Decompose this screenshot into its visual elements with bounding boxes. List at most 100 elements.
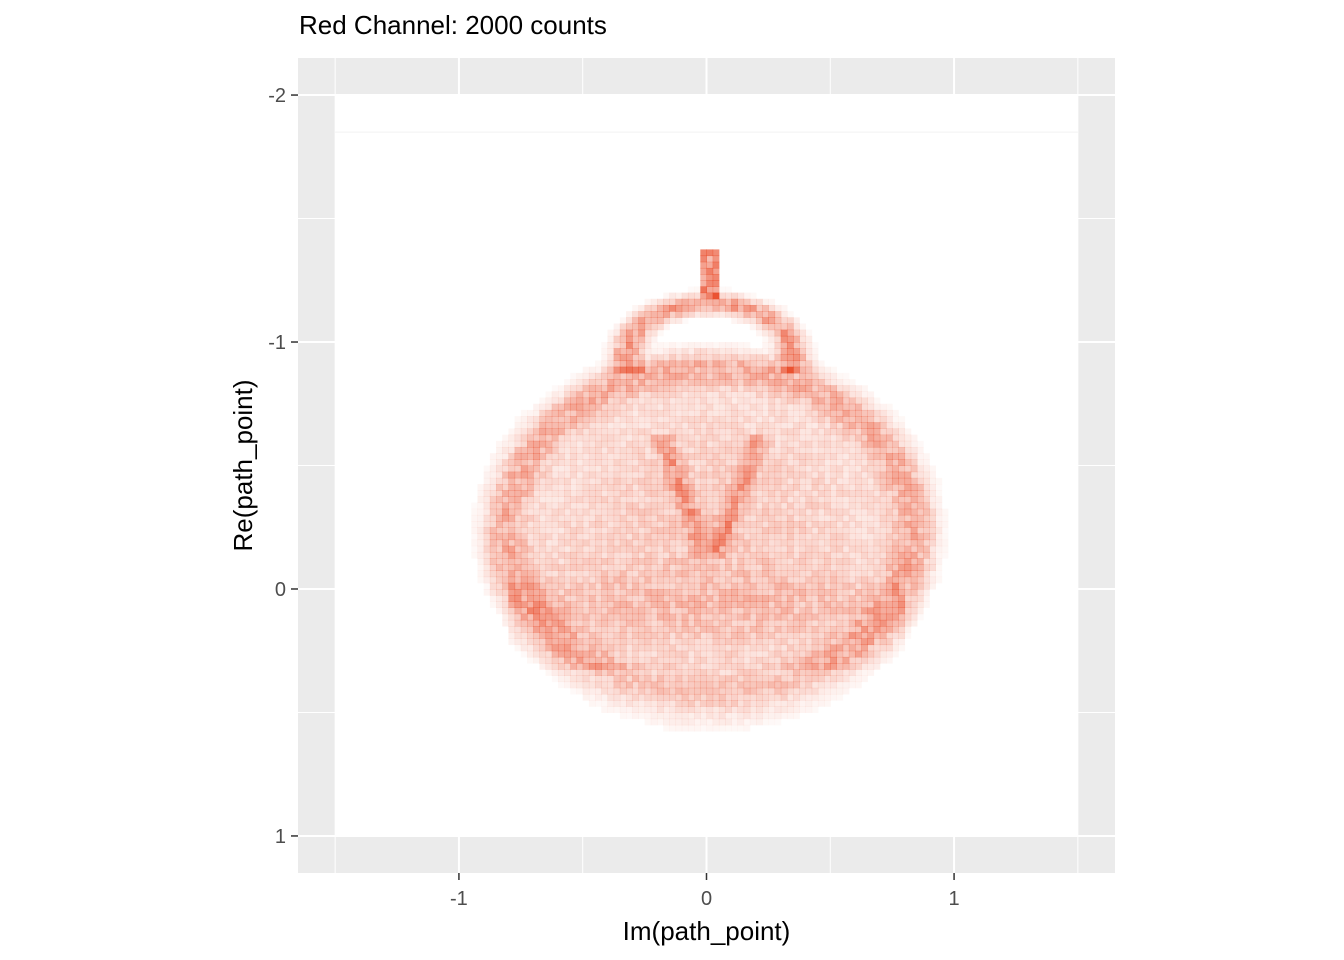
density-cell	[817, 416, 825, 423]
density-cell	[830, 663, 837, 670]
density-cell	[861, 619, 868, 627]
density-cell	[700, 607, 707, 615]
density-cell	[731, 453, 738, 460]
density-cell	[663, 391, 670, 399]
density-cell	[749, 576, 757, 584]
density-cell	[626, 576, 633, 584]
density-cell	[712, 558, 720, 565]
density-cell	[799, 409, 807, 417]
density-cell	[756, 428, 763, 436]
density-cell	[768, 323, 776, 331]
density-cell	[576, 416, 584, 423]
density-cell	[557, 416, 565, 423]
density-cell	[582, 576, 590, 584]
density-cell	[749, 453, 757, 460]
density-cell	[588, 545, 596, 553]
density-cell	[898, 638, 906, 646]
density-cell	[848, 650, 856, 658]
density-cell	[694, 397, 701, 405]
density-cell	[824, 385, 831, 392]
density-cell	[885, 453, 893, 460]
density-cell	[855, 434, 862, 442]
density-cell	[737, 440, 745, 448]
density-cell	[557, 490, 565, 497]
density-cell	[861, 477, 868, 485]
density-cell	[935, 508, 943, 516]
density-cell	[656, 601, 664, 609]
density-cell	[799, 576, 807, 584]
density-cell	[496, 514, 503, 522]
density-cell	[687, 496, 695, 504]
density-cell	[681, 656, 689, 664]
density-cell	[545, 453, 553, 460]
density-cell	[842, 669, 850, 676]
density-cell	[873, 459, 881, 466]
density-cell	[694, 601, 701, 609]
density-cell	[706, 687, 714, 695]
density-cell	[805, 564, 813, 571]
density-cell	[582, 595, 590, 602]
density-cell	[675, 453, 683, 460]
density-cell	[700, 496, 707, 504]
density-cell	[805, 508, 813, 516]
density-cell	[879, 576, 887, 584]
density-cell	[669, 681, 677, 689]
density-cell	[508, 638, 516, 646]
density-cell	[613, 323, 621, 331]
density-cell	[706, 712, 714, 720]
density-cell	[687, 508, 695, 516]
density-cell	[836, 477, 844, 485]
density-cell	[923, 582, 930, 590]
density-cell	[793, 644, 800, 652]
density-cell	[687, 459, 695, 466]
density-cell	[533, 465, 540, 473]
density-cell	[762, 348, 769, 355]
density-cell	[712, 644, 720, 652]
density-cell	[793, 675, 800, 683]
density-cell	[867, 663, 875, 670]
density-cell	[756, 366, 763, 374]
density-cell	[848, 644, 856, 652]
density-cell	[762, 298, 769, 306]
density-cell	[836, 527, 844, 534]
density-cell	[588, 638, 596, 646]
density-cell	[824, 496, 831, 504]
density-cell	[718, 724, 726, 732]
density-cell	[638, 354, 646, 362]
density-cell	[910, 607, 918, 615]
density-cell	[817, 484, 825, 491]
density-cell	[793, 545, 800, 553]
density-cell	[613, 409, 621, 417]
density-cell	[842, 459, 850, 466]
density-cell	[718, 471, 726, 479]
density-cell	[737, 650, 745, 658]
density-cell	[910, 595, 918, 602]
density-cell	[545, 496, 553, 504]
density-cell	[848, 502, 856, 510]
density-cell	[867, 453, 875, 460]
density-cell	[756, 354, 763, 362]
density-cell	[700, 551, 707, 559]
density-cell	[731, 446, 738, 454]
density-cell	[564, 434, 571, 442]
density-cell	[805, 409, 813, 417]
density-cell	[718, 397, 726, 405]
density-cell	[551, 663, 559, 670]
density-cell	[626, 656, 633, 664]
density-cell	[830, 428, 837, 436]
density-cell	[916, 514, 924, 522]
density-cell	[557, 533, 565, 541]
density-cell	[712, 601, 720, 609]
density-cell	[632, 459, 639, 466]
density-cell	[910, 471, 918, 479]
density-cell	[669, 576, 677, 584]
density-cell	[718, 422, 726, 429]
density-cell	[892, 545, 899, 553]
density-cell	[576, 632, 584, 639]
density-cell	[675, 304, 683, 312]
density-cell	[885, 477, 893, 485]
density-cell	[780, 564, 788, 571]
density-cell	[539, 471, 547, 479]
density-cell	[774, 700, 782, 707]
density-cell	[656, 372, 664, 380]
